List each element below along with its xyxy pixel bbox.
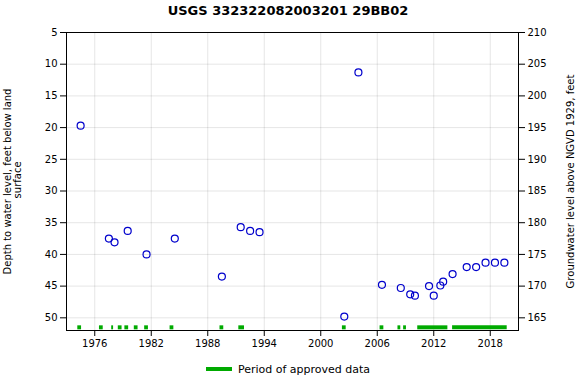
html-text:USGS 332322082003201 29BB02: USGS 332322082003201 29BB02 (167, 3, 409, 18)
svg-text:170: 170 (528, 280, 547, 291)
svg-text:190: 190 (528, 154, 547, 165)
svg-text:15: 15 (45, 90, 58, 101)
svg-text:1988: 1988 (195, 338, 220, 349)
svg-text:5: 5 (51, 27, 57, 38)
svg-text:175: 175 (528, 249, 547, 260)
svg-text:205: 205 (528, 58, 547, 69)
svg-text:210: 210 (528, 27, 547, 38)
svg-text:165: 165 (528, 312, 547, 323)
svg-text:2012: 2012 (421, 338, 446, 349)
svg-text:1994: 1994 (252, 338, 277, 349)
svg-text:10: 10 (45, 58, 58, 69)
svg-text:1976: 1976 (82, 338, 107, 349)
svg-text:1982: 1982 (139, 338, 164, 349)
svg-text:40: 40 (45, 249, 58, 260)
svg-text:Groundwater level above NGVD 1: Groundwater level above NGVD 1929, feet (565, 75, 576, 289)
svg-text:Depth to water level, feet bel: Depth to water level, feet below land su… (2, 89, 23, 275)
svg-text:200: 200 (528, 90, 547, 101)
svg-text:50: 50 (45, 312, 58, 323)
svg-text:45: 45 (45, 280, 58, 291)
svg-text:2000: 2000 (308, 338, 333, 349)
svg-text:2006: 2006 (365, 338, 390, 349)
svg-text:20: 20 (45, 122, 58, 133)
svg-text:180: 180 (528, 217, 547, 228)
svg-text:30: 30 (45, 185, 58, 196)
svg-text:25: 25 (45, 154, 58, 165)
svg-text:195: 195 (528, 122, 547, 133)
svg-text:2018: 2018 (478, 338, 503, 349)
svg-text:185: 185 (528, 185, 547, 196)
svg-text:35: 35 (45, 217, 58, 228)
html-text:Period of approved data: Period of approved data (237, 362, 371, 376)
